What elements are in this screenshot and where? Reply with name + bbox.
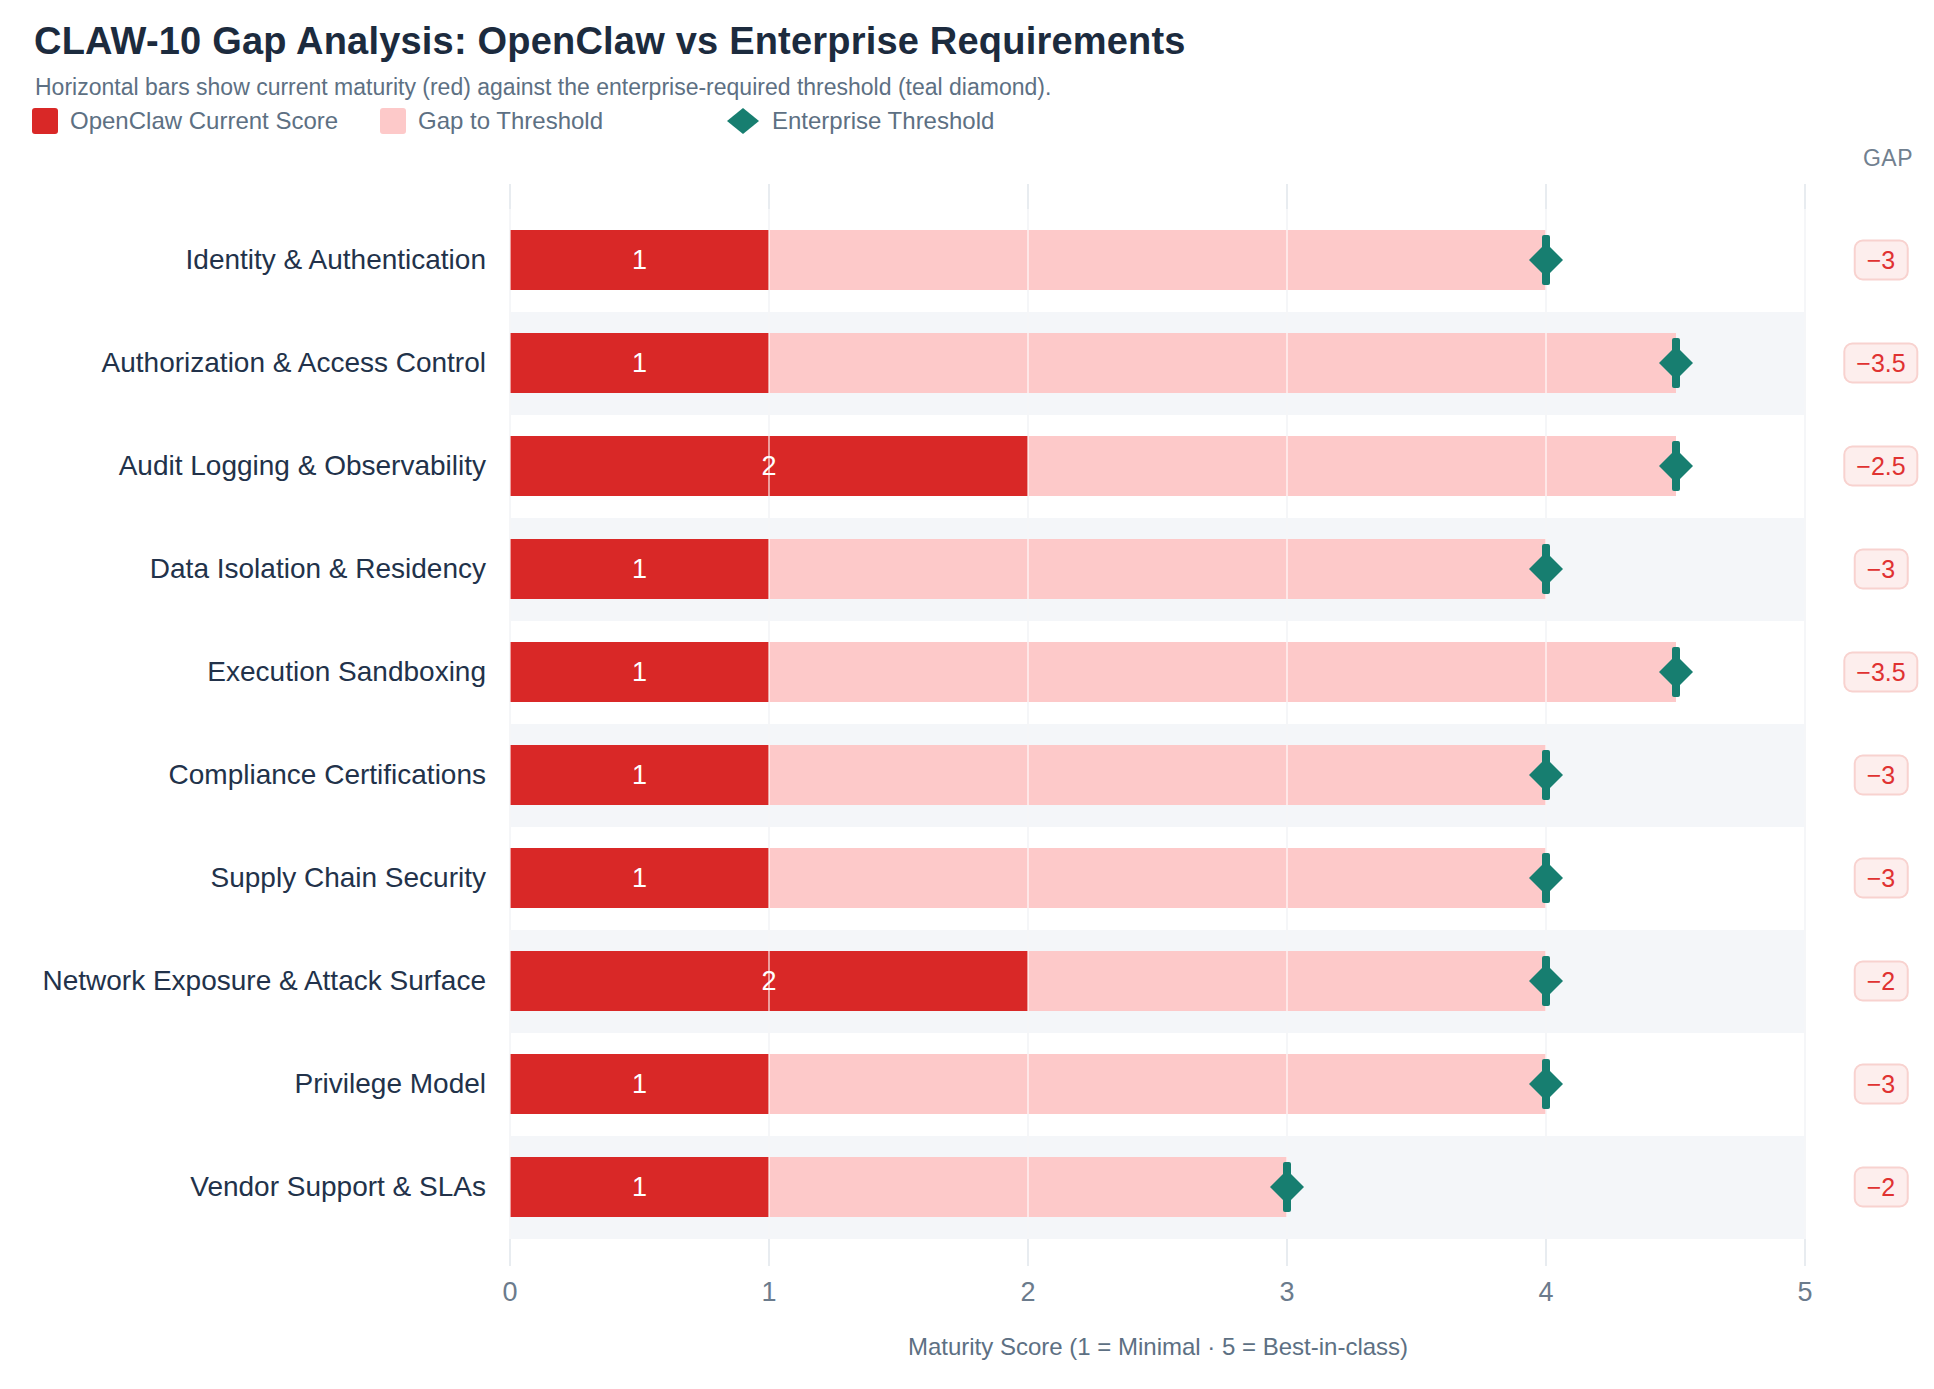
threshold-diamond-icon <box>1526 744 1566 806</box>
value-label: 1 <box>510 1172 769 1203</box>
category-label: Supply Chain Security <box>0 862 486 894</box>
category-label: Authorization & Access Control <box>0 347 486 379</box>
threshold-marker <box>1656 435 1696 497</box>
category-label: Privilege Model <box>0 1068 486 1100</box>
gap-badge: −3 <box>1854 1064 1909 1105</box>
category-label: Identity & Authentication <box>0 244 486 276</box>
value-label: 1 <box>510 245 769 276</box>
x-axis-label: Maturity Score (1 = Minimal · 5 = Best-i… <box>908 1333 1408 1361</box>
gap-bar <box>769 745 1546 805</box>
x-tick-label: 0 <box>502 1277 517 1308</box>
threshold-marker <box>1526 950 1566 1012</box>
value-label: 1 <box>510 760 769 791</box>
category-label: Audit Logging & Observability <box>0 450 486 482</box>
threshold-marker <box>1267 1156 1307 1218</box>
threshold-marker <box>1526 538 1566 600</box>
gap-badge: −3 <box>1854 858 1909 899</box>
value-label: 1 <box>510 863 769 894</box>
gridline-overlay <box>509 209 511 1239</box>
gridline-overlay <box>1804 209 1806 1239</box>
gap-bar <box>769 848 1546 908</box>
threshold-marker <box>1656 641 1696 703</box>
threshold-marker <box>1656 332 1696 394</box>
gap-bar <box>769 1054 1546 1114</box>
gap-bar <box>1028 436 1676 496</box>
gap-badge: −3.5 <box>1843 652 1918 693</box>
x-tick-label: 3 <box>1279 1277 1294 1308</box>
threshold-diamond-icon <box>1526 229 1566 291</box>
value-label: 1 <box>510 554 769 585</box>
plot-area: 1 Identity & Authentication −3 1 Authorizati… <box>0 0 1934 1389</box>
threshold-diamond-icon <box>1526 950 1566 1012</box>
threshold-marker <box>1526 229 1566 291</box>
gap-badge: −2.5 <box>1843 446 1918 487</box>
category-label: Compliance Certifications <box>0 759 486 791</box>
gridline-overlay <box>1027 209 1029 1239</box>
category-label: Vendor Support & SLAs <box>0 1171 486 1203</box>
gap-badge: −2 <box>1854 1167 1909 1208</box>
gap-badge: −3 <box>1854 240 1909 281</box>
value-label: 1 <box>510 348 769 379</box>
threshold-diamond-icon <box>1656 641 1696 703</box>
gridline-overlay <box>768 209 770 1239</box>
x-tick-label: 1 <box>761 1277 776 1308</box>
gridline-overlay <box>1286 209 1288 1239</box>
threshold-diamond-icon <box>1526 847 1566 909</box>
category-label: Execution Sandboxing <box>0 656 486 688</box>
gap-badge: −3 <box>1854 755 1909 796</box>
gap-bar <box>769 539 1546 599</box>
x-tick-label: 2 <box>1020 1277 1035 1308</box>
threshold-marker <box>1526 847 1566 909</box>
value-label: 1 <box>510 1069 769 1100</box>
value-label: 1 <box>510 657 769 688</box>
threshold-diamond-icon <box>1526 1053 1566 1115</box>
chart-canvas: CLAW-10 Gap Analysis: OpenClaw vs Enterp… <box>0 0 1934 1389</box>
x-tick-label: 5 <box>1797 1277 1812 1308</box>
gap-bar <box>769 230 1546 290</box>
threshold-diamond-icon <box>1656 435 1696 497</box>
gap-badge: −3 <box>1854 549 1909 590</box>
x-tick-label: 4 <box>1538 1277 1553 1308</box>
category-label: Data Isolation & Residency <box>0 553 486 585</box>
threshold-diamond-icon <box>1267 1156 1307 1218</box>
gap-badge: −3.5 <box>1843 343 1918 384</box>
gap-bar <box>769 333 1676 393</box>
category-label: Network Exposure & Attack Surface <box>0 965 486 997</box>
gap-bar <box>769 642 1676 702</box>
threshold-marker <box>1526 744 1566 806</box>
threshold-marker <box>1526 1053 1566 1115</box>
threshold-diamond-icon <box>1526 538 1566 600</box>
threshold-diamond-icon <box>1656 332 1696 394</box>
gap-badge: −2 <box>1854 961 1909 1002</box>
